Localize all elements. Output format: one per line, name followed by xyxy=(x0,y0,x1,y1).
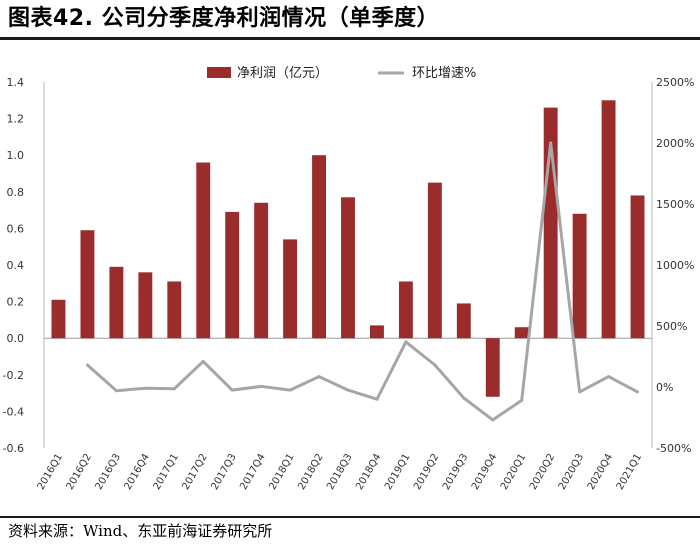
growth-point xyxy=(346,388,350,392)
bar xyxy=(254,202,269,339)
right-tick-label: 0% xyxy=(656,381,673,394)
bar xyxy=(398,281,413,339)
left-tick-label: 0.8 xyxy=(7,186,25,199)
left-tick-label: 1.2 xyxy=(7,113,25,126)
category-label: 2016Q4 xyxy=(123,452,152,492)
growth-line-path xyxy=(86,141,639,422)
category-label: 2020Q2 xyxy=(528,452,557,492)
bar xyxy=(51,299,66,339)
bar xyxy=(370,325,384,339)
growth-line xyxy=(85,141,640,422)
bar xyxy=(283,239,298,339)
growth-point xyxy=(578,390,582,394)
category-label: 2019Q3 xyxy=(441,452,470,492)
category-label: 2020Q4 xyxy=(586,452,615,492)
legend-bar-swatch xyxy=(207,67,231,78)
growth-point xyxy=(375,397,379,401)
bar xyxy=(456,303,471,339)
category-label: 2018Q3 xyxy=(325,452,354,492)
growth-point xyxy=(317,375,321,379)
bar xyxy=(630,195,645,339)
right-tick-label: 1500% xyxy=(656,198,694,211)
bar xyxy=(572,213,587,339)
bar xyxy=(485,338,500,397)
right-axis: -500% 0% 500% 1000% 1500% 2000% 2500% xyxy=(656,76,694,455)
left-tick-label: 0.2 xyxy=(7,296,25,309)
category-label: 2016Q1 xyxy=(36,452,65,492)
legend-bar-label: 净利润（亿元） xyxy=(237,66,328,81)
bar xyxy=(167,281,182,339)
source-rule xyxy=(0,516,700,518)
category-label: 2017Q1 xyxy=(152,452,181,492)
right-tick-label: 1000% xyxy=(656,259,694,272)
growth-point xyxy=(549,141,553,145)
right-tick-label: 2000% xyxy=(656,137,694,150)
legend-line-label: 环比增速% xyxy=(412,66,476,81)
left-tick-label: 0.4 xyxy=(7,259,25,272)
category-label: 2018Q4 xyxy=(354,452,383,492)
left-tick-label: 1.4 xyxy=(7,76,25,89)
bar xyxy=(80,230,95,339)
legend: 净利润（亿元） 环比增速% xyxy=(207,66,476,81)
bar xyxy=(196,162,211,339)
bar xyxy=(514,327,529,339)
growth-point xyxy=(462,396,466,400)
bar xyxy=(341,197,355,339)
category-label: 2019Q2 xyxy=(412,452,441,492)
source-note: 资料来源：Wind、东亚前海证券研究所 xyxy=(8,522,273,540)
right-tick-label: 2500% xyxy=(656,76,694,89)
growth-point xyxy=(404,340,408,344)
left-tick-label: 0.6 xyxy=(7,222,25,235)
growth-point xyxy=(114,389,118,393)
growth-point xyxy=(85,363,89,367)
left-tick-label: -0.2 xyxy=(3,369,24,382)
growth-point xyxy=(143,386,147,390)
category-label: 2020Q3 xyxy=(557,452,586,492)
left-tick-label: -0.4 xyxy=(3,405,24,418)
category-label: 2016Q2 xyxy=(65,452,94,492)
right-tick-label: 500% xyxy=(656,320,687,333)
growth-point xyxy=(636,390,640,394)
chart: 净利润（亿元） 环比增速% -0.6 -0.4 -0.2 0.0 0.2 0.4 0.6 0.8… xyxy=(3,66,695,492)
bar xyxy=(109,266,124,339)
bar xyxy=(601,100,616,339)
growth-point xyxy=(433,363,437,367)
category-label: 2019Q4 xyxy=(470,452,499,492)
left-axis: -0.6 -0.4 -0.2 0.0 0.2 0.4 0.6 0.8 1.0 1.2 1.4 xyxy=(3,76,24,455)
growth-point xyxy=(259,384,263,388)
bar xyxy=(225,211,240,339)
bar xyxy=(138,272,153,339)
growth-point xyxy=(288,388,292,392)
category-labels: 2016Q1 2016Q2 2016Q3 2016Q4 2017Q1 2017Q2 2017… xyxy=(36,452,644,492)
growth-point xyxy=(491,418,495,422)
category-label: 2018Q2 xyxy=(296,452,325,492)
growth-point xyxy=(607,375,611,379)
growth-point xyxy=(172,387,176,391)
bar xyxy=(427,182,442,339)
category-label: 2017Q2 xyxy=(180,452,209,492)
title-rule xyxy=(0,37,700,40)
growth-point xyxy=(520,398,524,402)
growth-point xyxy=(230,388,234,392)
category-label: 2021Q1 xyxy=(615,452,644,492)
growth-point xyxy=(201,359,205,363)
bars xyxy=(51,100,645,397)
category-label: 2020Q1 xyxy=(499,452,528,492)
left-tick-label: 1.0 xyxy=(7,149,25,162)
chart-title: 图表42. 公司分季度净利润情况（单季度） xyxy=(8,6,440,31)
category-label: 2018Q1 xyxy=(267,452,296,492)
category-label: 2017Q3 xyxy=(209,452,238,492)
left-tick-label: -0.6 xyxy=(3,442,24,455)
category-label: 2016Q3 xyxy=(94,452,123,492)
category-label: 2017Q4 xyxy=(238,452,267,492)
bar xyxy=(312,155,326,339)
category-label: 2019Q1 xyxy=(383,452,412,492)
right-tick-label: -500% xyxy=(656,442,691,455)
left-tick-label: 0.0 xyxy=(7,332,25,345)
